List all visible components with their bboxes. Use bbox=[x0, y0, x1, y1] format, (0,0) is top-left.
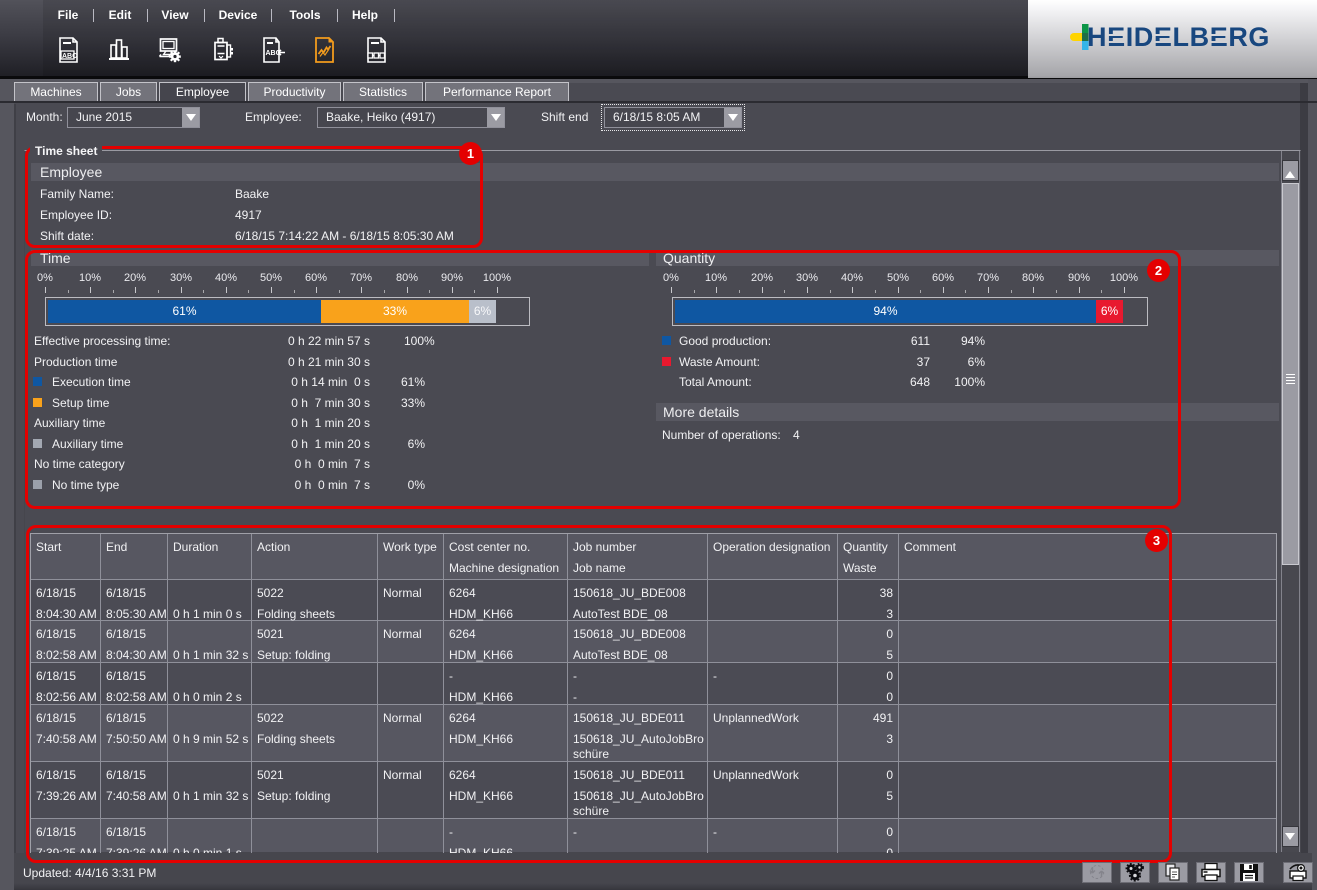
svg-text:ABC: ABC bbox=[62, 53, 77, 60]
svg-text:ABC: ABC bbox=[266, 50, 281, 57]
